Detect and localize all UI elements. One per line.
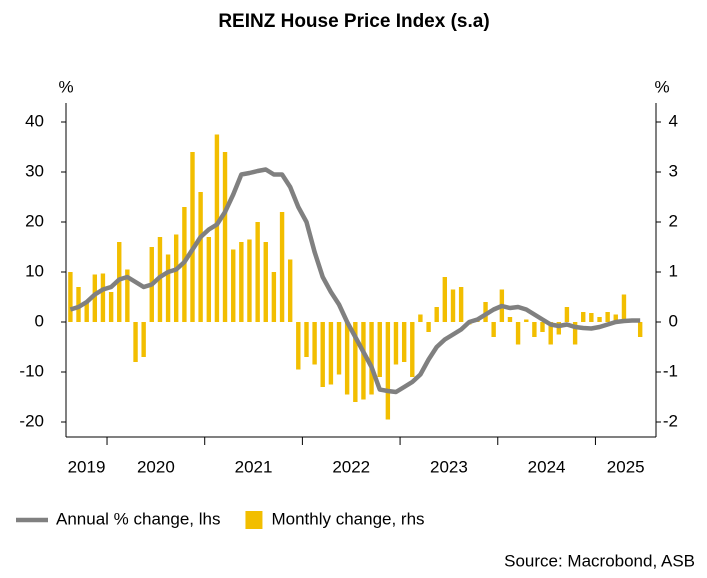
- bar: [377, 322, 382, 377]
- y2-tick-label: 4: [669, 111, 678, 130]
- bar: [214, 134, 220, 322]
- bar: [231, 249, 236, 322]
- bar: [515, 322, 521, 345]
- bar: [613, 314, 618, 322]
- bar: [434, 307, 439, 322]
- bar: [133, 322, 138, 362]
- bar: [442, 277, 448, 322]
- bar: [621, 294, 627, 322]
- x-tick-label: 2021: [235, 457, 273, 476]
- bar: [344, 322, 350, 395]
- bar: [125, 269, 130, 322]
- bar: [296, 322, 301, 370]
- bar: [458, 287, 464, 322]
- bar: [287, 259, 293, 322]
- bar: [312, 322, 317, 365]
- bar: [336, 322, 342, 375]
- bar: [548, 322, 553, 345]
- bar: [353, 322, 358, 402]
- x-tick-label: 2023: [430, 457, 468, 476]
- bar: [165, 254, 171, 322]
- bar: [361, 322, 366, 400]
- x-tick-label: 2020: [137, 457, 175, 476]
- bar: [206, 237, 212, 322]
- bar: [271, 272, 277, 322]
- y2-tick-label: 2: [669, 211, 678, 230]
- bar: [190, 152, 195, 322]
- y2-unit: %: [654, 77, 669, 96]
- bar: [369, 322, 374, 395]
- bar: [524, 319, 529, 322]
- bar: [100, 273, 106, 322]
- y-tick-label: 10: [25, 261, 44, 280]
- bar: [597, 317, 602, 322]
- x-tick-label: 2019: [68, 457, 106, 476]
- x-tick-label: 2025: [607, 457, 645, 476]
- x-tick-label: 2022: [332, 457, 370, 476]
- y-tick-label: -20: [19, 411, 44, 430]
- bar: [450, 289, 456, 322]
- y2-tick-label: -2: [663, 411, 678, 430]
- bar: [222, 152, 228, 322]
- y-tick-label: -10: [19, 361, 44, 380]
- bar: [556, 322, 562, 335]
- bar: [589, 313, 594, 322]
- bar: [385, 322, 391, 420]
- y-tick-label: 40: [25, 111, 44, 130]
- bar: [255, 222, 260, 322]
- bar: [540, 322, 545, 332]
- bar: [68, 272, 73, 322]
- y2-tick-label: 1: [669, 261, 678, 280]
- bar: [401, 322, 407, 362]
- legend-label: Annual % change, lhs: [56, 509, 220, 528]
- bar: [572, 322, 578, 345]
- y2-tick-label: -1: [663, 361, 678, 380]
- bar: [532, 322, 537, 337]
- y-unit: %: [58, 77, 73, 96]
- bar: [426, 322, 431, 332]
- y2-tick-label: 0: [669, 311, 678, 330]
- bar: [279, 212, 285, 322]
- bar: [141, 322, 146, 357]
- bar: [173, 234, 179, 322]
- bar: [491, 322, 496, 337]
- bar: [84, 302, 89, 322]
- bar: [581, 312, 586, 322]
- bar: [410, 322, 415, 377]
- bar: [507, 317, 513, 322]
- bar: [320, 322, 325, 387]
- x-tick-label: 2024: [528, 457, 566, 476]
- y2-tick-label: 3: [669, 161, 678, 180]
- bar: [247, 239, 252, 322]
- y-tick-label: 30: [25, 161, 44, 180]
- bar: [418, 314, 423, 322]
- legend-swatch: [245, 511, 263, 529]
- bar: [328, 322, 334, 385]
- source: Source: Macrobond, ASB: [504, 551, 695, 570]
- chart-title: REINZ House Price Index (s.a): [218, 11, 489, 32]
- legend-label: Monthly change, rhs: [271, 509, 424, 528]
- bar: [198, 192, 203, 322]
- bar: [92, 274, 98, 322]
- line: [69, 167, 641, 395]
- bar: [108, 292, 114, 322]
- y-tick-label: 0: [35, 311, 44, 330]
- y-tick-label: 20: [25, 211, 44, 230]
- bar: [393, 322, 399, 365]
- bar: [637, 322, 643, 337]
- bar: [564, 307, 570, 322]
- bar: [239, 242, 244, 322]
- bar: [605, 312, 610, 322]
- bar: [263, 242, 268, 322]
- bar: [304, 322, 309, 357]
